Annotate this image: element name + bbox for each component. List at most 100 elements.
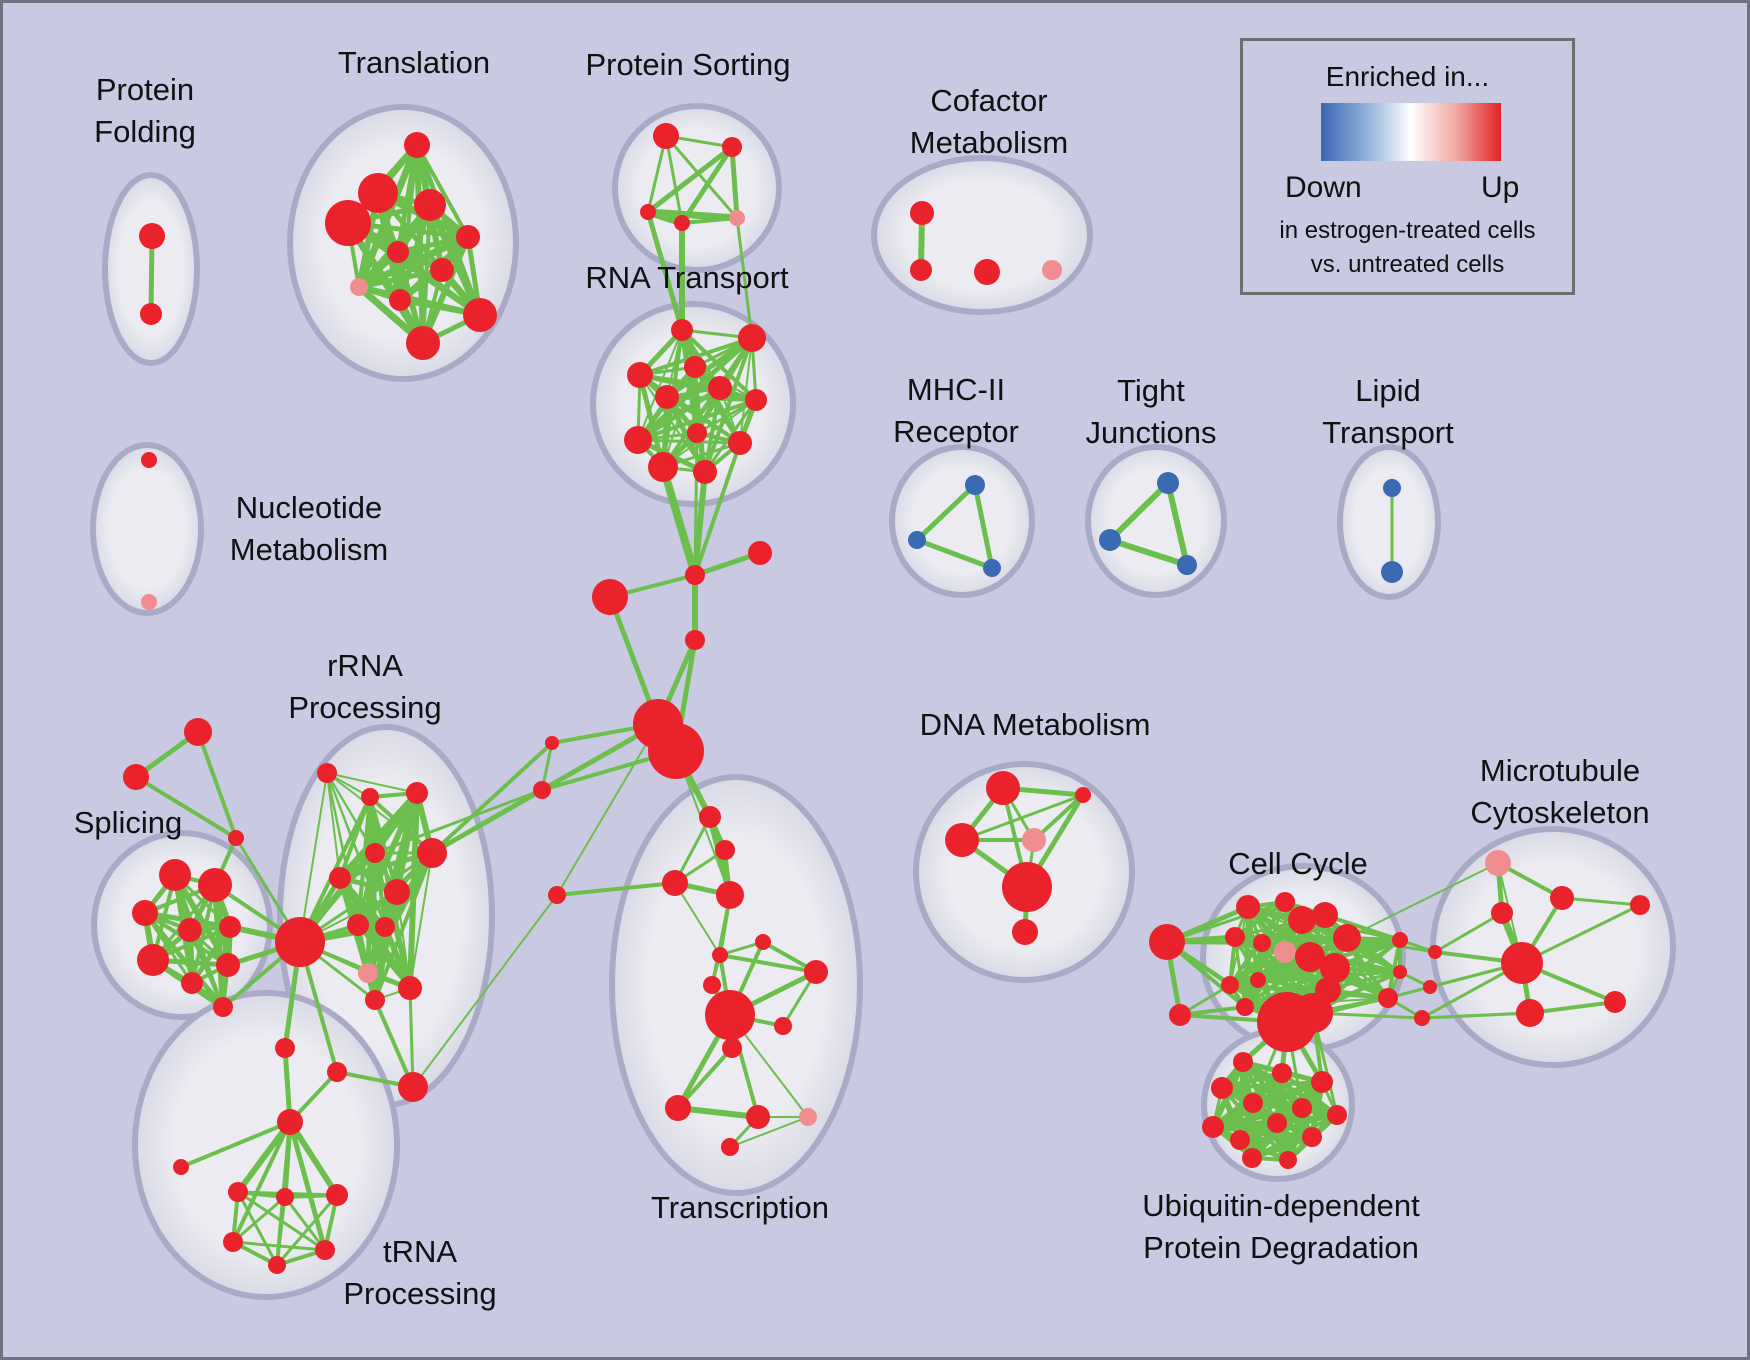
network-node-mhc-ii-receptor-2[interactable] xyxy=(983,559,1001,577)
network-node-rna-transport-3[interactable] xyxy=(627,362,653,388)
network-node-cell-cycle-5[interactable] xyxy=(1225,927,1245,947)
network-node-microtubule-cytoskeleton-0[interactable] xyxy=(1485,850,1511,876)
network-node-connector-10[interactable] xyxy=(228,830,244,846)
network-node-cofactor-metabolism-3[interactable] xyxy=(1042,260,1062,280)
network-node-connector-5[interactable] xyxy=(648,723,704,779)
network-node-transcription-14[interactable] xyxy=(799,1108,817,1126)
network-node-cofactor-metabolism-0[interactable] xyxy=(910,201,934,225)
network-node-connector-1[interactable] xyxy=(748,541,772,565)
network-node-rrna-processing-2[interactable] xyxy=(406,782,428,804)
network-node-translation-5[interactable] xyxy=(387,241,409,263)
network-node-transcription-10[interactable] xyxy=(774,1017,792,1035)
network-node-ubiquitin-degradation-2[interactable] xyxy=(1311,1071,1333,1093)
network-node-cell-cycle-13[interactable] xyxy=(1236,998,1254,1016)
network-node-rna-transport-11[interactable] xyxy=(693,460,717,484)
network-node-cell-cycle-4[interactable] xyxy=(1333,924,1361,952)
network-node-transcription-15[interactable] xyxy=(721,1138,739,1156)
network-node-splicing-3[interactable] xyxy=(178,918,202,942)
network-node-rrna-processing-0[interactable] xyxy=(317,763,337,783)
network-node-rna-transport-9[interactable] xyxy=(728,431,752,455)
network-node-dna-metabolism-3[interactable] xyxy=(1022,828,1046,852)
network-node-nucleotide-metabolism-0[interactable] xyxy=(141,452,157,468)
network-node-transcription-8[interactable] xyxy=(804,960,828,984)
network-node-translation-7[interactable] xyxy=(350,278,368,296)
network-node-cell-cycle-15[interactable] xyxy=(1293,993,1333,1033)
network-node-connector-8[interactable] xyxy=(184,718,212,746)
network-node-rna-transport-0[interactable] xyxy=(671,319,693,341)
network-node-splicing-7[interactable] xyxy=(216,953,240,977)
network-node-transcription-9[interactable] xyxy=(705,990,755,1040)
network-node-ubiquitin-degradation-0[interactable] xyxy=(1233,1052,1253,1072)
network-node-translation-10[interactable] xyxy=(406,326,440,360)
network-node-transcription-11[interactable] xyxy=(722,1038,742,1058)
network-node-dna-metabolism-2[interactable] xyxy=(945,823,979,857)
network-node-rrna-processing-8[interactable] xyxy=(275,917,325,967)
network-node-dna-metabolism-4[interactable] xyxy=(1002,862,1052,912)
network-node-protein-folding-0[interactable] xyxy=(139,223,165,249)
network-node-cell-cycle-18[interactable] xyxy=(1393,965,1407,979)
network-node-translation-9[interactable] xyxy=(463,298,497,332)
network-node-rrna-processing-3[interactable] xyxy=(365,843,385,863)
network-node-trna-processing-4[interactable] xyxy=(276,1188,294,1206)
network-node-cofactor-metabolism-2[interactable] xyxy=(974,259,1000,285)
network-node-dna-metabolism-1[interactable] xyxy=(1075,787,1091,803)
network-node-lipid-transport-1[interactable] xyxy=(1381,561,1403,583)
network-node-connector-6[interactable] xyxy=(545,736,559,750)
network-node-transcription-0[interactable] xyxy=(699,806,721,828)
network-node-cofactor-metabolism-1[interactable] xyxy=(910,259,932,281)
network-node-rna-transport-7[interactable] xyxy=(687,423,707,443)
network-node-splicing-0[interactable] xyxy=(159,859,191,891)
network-node-rna-transport-10[interactable] xyxy=(648,452,678,482)
network-node-microtubule-cytoskeleton-3[interactable] xyxy=(1501,942,1543,984)
network-node-cell-cycle-3[interactable] xyxy=(1312,902,1338,928)
network-node-connector-12[interactable] xyxy=(327,1062,347,1082)
network-node-cell-cycle-10[interactable] xyxy=(1250,972,1266,988)
network-node-cell-cycle-16[interactable] xyxy=(1378,988,1398,1008)
network-node-protein-sorting-2[interactable] xyxy=(640,204,656,220)
network-node-rrna-processing-11[interactable] xyxy=(365,990,385,1010)
network-node-transcription-13[interactable] xyxy=(746,1105,770,1129)
network-node-translation-1[interactable] xyxy=(358,173,398,213)
network-node-mhc-ii-receptor-1[interactable] xyxy=(908,531,926,549)
network-node-dna-metabolism-5[interactable] xyxy=(1012,919,1038,945)
network-node-translation-2[interactable] xyxy=(414,189,446,221)
network-node-transcription-5[interactable] xyxy=(712,947,728,963)
network-node-connector-7[interactable] xyxy=(533,781,551,799)
network-node-cell-cycle-11[interactable] xyxy=(1320,953,1350,983)
network-node-ubiquitin-degradation-6[interactable] xyxy=(1327,1105,1347,1125)
network-node-microtubule-cytoskeleton-9[interactable] xyxy=(1414,1010,1430,1026)
network-node-protein-sorting-3[interactable] xyxy=(674,215,690,231)
network-node-ubiquitin-degradation-11[interactable] xyxy=(1242,1148,1262,1168)
network-node-rna-transport-6[interactable] xyxy=(745,389,767,411)
network-node-ubiquitin-degradation-12[interactable] xyxy=(1279,1151,1297,1169)
network-node-rrna-processing-7[interactable] xyxy=(375,917,395,937)
network-node-ubiquitin-degradation-4[interactable] xyxy=(1243,1093,1263,1113)
network-node-trna-processing-6[interactable] xyxy=(223,1232,243,1252)
network-node-ubiquitin-degradation-8[interactable] xyxy=(1267,1113,1287,1133)
network-node-trna-processing-8[interactable] xyxy=(315,1240,335,1260)
network-node-ubiquitin-degradation-7[interactable] xyxy=(1202,1116,1224,1138)
network-node-connector-3[interactable] xyxy=(685,630,705,650)
network-node-transcription-2[interactable] xyxy=(662,870,688,896)
network-node-cell-cycle-0[interactable] xyxy=(1236,895,1260,919)
network-node-trna-processing-2[interactable] xyxy=(173,1159,189,1175)
network-node-transcription-3[interactable] xyxy=(716,881,744,909)
network-node-translation-3[interactable] xyxy=(325,200,371,246)
network-node-connector-13[interactable] xyxy=(1149,924,1185,960)
network-node-ubiquitin-degradation-9[interactable] xyxy=(1302,1127,1322,1147)
network-node-trna-processing-0[interactable] xyxy=(275,1038,295,1058)
network-node-microtubule-cytoskeleton-1[interactable] xyxy=(1550,886,1574,910)
network-node-lipid-transport-0[interactable] xyxy=(1383,479,1401,497)
network-node-connector-14[interactable] xyxy=(1169,1004,1191,1026)
network-node-cell-cycle-6[interactable] xyxy=(1253,934,1271,952)
network-node-cell-cycle-7[interactable] xyxy=(1274,941,1296,963)
network-node-microtubule-cytoskeleton-2[interactable] xyxy=(1491,902,1513,924)
network-node-translation-8[interactable] xyxy=(389,289,411,311)
network-node-splicing-2[interactable] xyxy=(132,900,158,926)
network-node-rrna-processing-5[interactable] xyxy=(384,879,410,905)
network-node-rrna-processing-9[interactable] xyxy=(358,963,378,983)
network-node-rna-transport-5[interactable] xyxy=(708,376,732,400)
network-node-rrna-processing-12[interactable] xyxy=(417,838,447,868)
network-node-protein-sorting-0[interactable] xyxy=(653,123,679,149)
network-node-rrna-processing-6[interactable] xyxy=(347,914,369,936)
